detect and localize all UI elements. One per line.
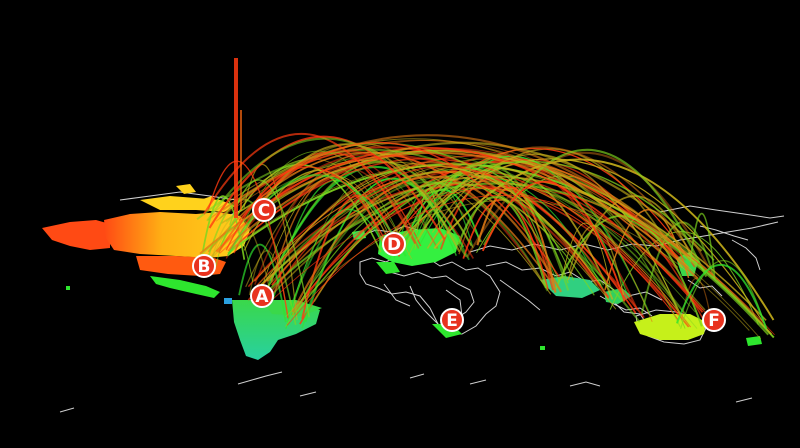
connection-arc	[289, 174, 432, 318]
spike-small	[240, 110, 242, 210]
connection-arc	[267, 168, 687, 315]
connection-arc	[219, 147, 687, 261]
connection-arc	[229, 163, 762, 340]
connection-arc	[217, 149, 475, 259]
connection-arc	[254, 166, 420, 285]
connection-arc	[226, 174, 407, 257]
marker-e[interactable]: E	[440, 308, 464, 332]
connection-arc	[568, 225, 625, 296]
north-america-west	[42, 220, 110, 250]
marker-b-label: B	[198, 257, 211, 277]
marker-d-label: D	[387, 235, 401, 255]
connection-arc	[238, 141, 561, 278]
location-markers: A B C D E F	[192, 198, 726, 332]
connection-arc	[225, 166, 389, 251]
marker-a-label: A	[255, 287, 269, 307]
marker-e-label: E	[446, 311, 458, 331]
marker-a[interactable]: A	[250, 284, 274, 308]
marker-f-circle	[702, 308, 726, 332]
connection-arc	[209, 216, 271, 293]
connection-arc	[675, 263, 768, 330]
marker-f[interactable]: F	[702, 308, 726, 332]
connection-arc	[431, 153, 684, 321]
connection-arc	[296, 160, 715, 312]
marker-c[interactable]: C	[252, 198, 276, 222]
connection-arc	[196, 148, 641, 323]
connection-arc	[244, 150, 404, 244]
caribbean-island	[224, 298, 232, 304]
marker-e-circle	[440, 308, 464, 332]
connection-arc	[291, 175, 563, 313]
spike-large	[234, 58, 238, 218]
europe-west	[376, 262, 400, 274]
marker-d[interactable]: D	[382, 232, 406, 256]
marker-d-circle	[382, 232, 406, 256]
connection-arc	[689, 212, 716, 279]
marker-b[interactable]: B	[192, 254, 216, 278]
connection-arc	[433, 158, 775, 321]
connection-arc	[285, 182, 595, 327]
connection-arc	[203, 132, 417, 245]
hawaii	[66, 286, 70, 290]
connection-arc	[201, 159, 552, 295]
connection-arc	[679, 260, 767, 330]
new-zealand	[746, 336, 762, 346]
marker-f-label: F	[708, 311, 720, 331]
connection-arc	[561, 222, 611, 286]
connection-arc	[271, 165, 610, 295]
marker-c-circle	[252, 198, 276, 222]
marker-a-circle	[250, 284, 274, 308]
connection-arc	[457, 196, 548, 289]
connection-arc	[206, 137, 467, 258]
connection-arc	[294, 181, 549, 314]
connection-arc	[260, 165, 602, 288]
connection-arc	[285, 208, 388, 329]
island-small	[540, 346, 545, 350]
connection-arc	[272, 187, 775, 336]
connection-arc	[286, 195, 706, 326]
marker-c-label: C	[258, 201, 270, 221]
central-america	[150, 276, 220, 298]
connection-arc	[481, 180, 626, 302]
greenland-islands	[176, 184, 218, 206]
connection-arc	[225, 151, 698, 329]
marker-b-circle	[192, 254, 216, 278]
traffic-spikes	[234, 58, 242, 218]
